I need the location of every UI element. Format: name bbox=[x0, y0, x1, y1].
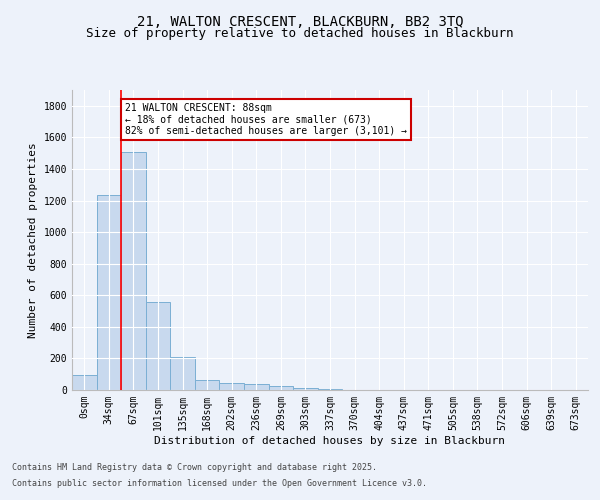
Bar bbox=[170, 357, 195, 390]
Bar bbox=[146, 302, 170, 390]
Text: 21 WALTON CRESCENT: 88sqm
← 18% of detached houses are smaller (673)
82% of semi: 21 WALTON CRESCENT: 88sqm ← 18% of detac… bbox=[125, 102, 407, 136]
Text: 21, WALTON CRESCENT, BLACKBURN, BB2 3TQ: 21, WALTON CRESCENT, BLACKBURN, BB2 3TQ bbox=[137, 15, 463, 29]
Bar bbox=[244, 384, 269, 390]
Bar bbox=[318, 389, 342, 390]
Bar bbox=[195, 380, 220, 390]
Y-axis label: Number of detached properties: Number of detached properties bbox=[28, 142, 38, 338]
Bar bbox=[121, 152, 146, 390]
Bar bbox=[293, 388, 318, 390]
X-axis label: Distribution of detached houses by size in Blackburn: Distribution of detached houses by size … bbox=[155, 436, 505, 446]
Text: Contains HM Land Registry data © Crown copyright and database right 2025.: Contains HM Land Registry data © Crown c… bbox=[12, 464, 377, 472]
Bar bbox=[72, 375, 97, 390]
Bar bbox=[220, 383, 244, 390]
Text: Contains public sector information licensed under the Open Government Licence v3: Contains public sector information licen… bbox=[12, 478, 427, 488]
Bar bbox=[97, 195, 121, 390]
Bar bbox=[269, 386, 293, 390]
Text: Size of property relative to detached houses in Blackburn: Size of property relative to detached ho… bbox=[86, 28, 514, 40]
